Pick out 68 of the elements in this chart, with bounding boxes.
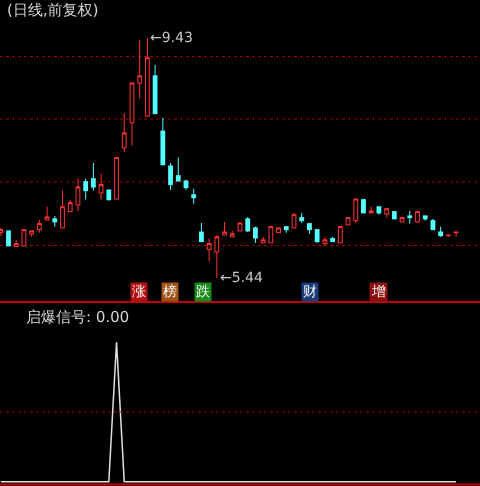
candlestick	[446, 234, 451, 238]
text: 财	[303, 284, 317, 300]
candlestick	[29, 230, 34, 238]
chart-title: 启爆信号: 0.00	[26, 308, 130, 326]
candlestick	[322, 236, 328, 246]
annotation: ←5.44	[220, 270, 263, 286]
candlestick	[238, 222, 242, 232]
text: 增	[371, 284, 386, 300]
candlestick	[314, 229, 320, 244]
candlestick	[36, 220, 42, 234]
candlestick	[338, 226, 343, 244]
annotation: ←9.43	[150, 30, 193, 46]
candlestick	[330, 236, 335, 242]
candlestick	[44, 206, 50, 221]
text: 榜	[163, 284, 177, 300]
candlestick	[407, 210, 412, 224]
candlestick	[438, 226, 444, 238]
candlestick	[299, 212, 304, 224]
candlestick	[6, 230, 11, 246]
candlestick	[384, 208, 390, 218]
candlestick	[184, 179, 188, 190]
candlestick	[76, 178, 80, 212]
candlestick	[253, 226, 258, 244]
candlestick	[199, 222, 204, 242]
candlestick	[422, 215, 428, 222]
candlestick	[130, 82, 134, 146]
candlestick	[98, 173, 104, 200]
candlestick	[168, 162, 173, 190]
candlestick	[276, 227, 281, 234]
candlestick	[114, 157, 119, 200]
candlestick	[106, 189, 112, 202]
text: 跌	[196, 284, 210, 300]
candlestick	[292, 212, 296, 228]
candlestick	[400, 216, 404, 222]
candlestick	[145, 37, 150, 117]
candlestick	[361, 199, 366, 214]
candlestick	[268, 226, 274, 244]
candlestick	[368, 206, 374, 214]
candlestick	[376, 206, 382, 216]
candlestick	[430, 218, 436, 230]
candlestick	[191, 188, 196, 204]
candlestick	[22, 229, 26, 247]
candlestick	[160, 117, 166, 166]
candlestick	[284, 226, 289, 234]
candlestick	[392, 211, 397, 220]
candlestick	[222, 221, 227, 236]
candlestick	[260, 236, 266, 244]
candlestick	[60, 190, 65, 228]
candlestick	[415, 211, 420, 224]
candlestick	[83, 178, 88, 200]
candlestick	[346, 217, 350, 226]
candlestick	[68, 199, 73, 212]
candlestick	[122, 112, 127, 153]
candlestick	[353, 198, 358, 224]
text: 涨	[132, 284, 146, 300]
candlestick	[206, 238, 212, 262]
candlestick	[214, 234, 220, 278]
candlestick	[307, 223, 312, 234]
candlestick	[152, 64, 158, 114]
candlestick	[137, 39, 142, 100]
candlestick	[14, 239, 19, 247]
candlestick	[90, 162, 96, 192]
chart-title: (日线,前复权)	[7, 1, 98, 19]
candlestick	[454, 232, 458, 238]
candlestick	[52, 215, 58, 228]
candlestick	[230, 230, 235, 238]
candlestick	[176, 157, 181, 182]
candlestick	[245, 216, 250, 233]
